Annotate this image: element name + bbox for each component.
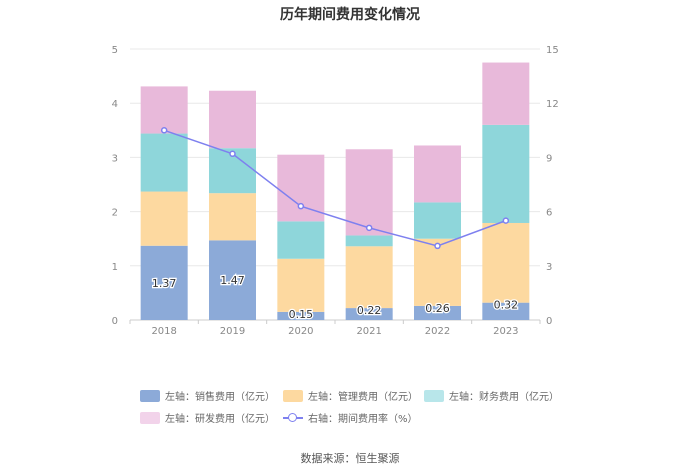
left-axis-tick-label: 4 [112,99,118,110]
bar-data-label: 1.47 [220,274,245,287]
bar-segment [345,235,393,247]
legend-label-sales: 左轴：销售费用（亿元） [165,392,275,403]
x-axis-tick-label: 2023 [493,326,518,337]
bar-segment [140,133,188,192]
left-axis-tick-label: 1 [112,262,118,273]
bar-segment [482,302,530,320]
x-axis-tick-label: 2022 [425,326,450,337]
bar-data-label: 0.15 [289,308,314,321]
legend-item-finance[interactable]: 左轴：财务费用（亿元） [424,388,559,403]
bar-segment [345,308,393,320]
left-axis-tick-label: 3 [112,153,118,164]
data-source-note: 数据来源：恒生聚源 [300,452,400,465]
expense-ratio-line [163,129,507,247]
x-axis-tick-label: 2018 [151,326,176,337]
bar-data-label: 0.26 [425,302,450,315]
legend-swatch-admin [283,389,303,402]
expense-ratio-point [160,127,168,134]
bar-segment [414,238,461,306]
legend-item-admin[interactable]: 左轴：管理费用（亿元） [283,388,418,403]
expense-ratio-point [502,217,510,224]
x-axis-tick-label: 2019 [220,326,245,337]
legend-label-rnd: 左轴：研发费用（亿元） [165,414,275,425]
legend-item-sales[interactable]: 左轴：销售费用（亿元） [140,388,275,403]
legend-label-finance: 左轴：财务费用（亿元） [449,392,559,403]
bar-segment [140,191,188,246]
right-axis-tick-label: 9 [546,153,552,164]
legend-swatch-rnd [140,411,160,424]
legend-line-icon [283,412,303,424]
right-axis-tick-label: 0 [546,316,552,327]
bar-segment [345,149,393,236]
legend-item-rnd[interactable]: 左轴：研发费用（亿元） [140,410,275,425]
x-axis-tick-label: 2021 [356,326,381,337]
right-axis-tick-label: 12 [546,99,559,110]
legend-swatch-finance [424,389,444,402]
bar-segment [414,202,461,239]
legend-swatch-sales [140,389,160,402]
bar-data-label: 0.32 [494,299,519,312]
bar-segment [414,145,461,203]
left-axis-tick-label: 0 [112,316,118,327]
bar-segment [414,305,461,320]
bar-segment [345,246,393,309]
left-axis-tick-label: 2 [112,208,118,219]
bar-data-label: 1.37 [152,277,177,290]
left-axis-tick-label: 5 [112,45,118,56]
bar-data-label: 0.22 [357,304,382,317]
bar-segment [482,124,530,223]
x-axis-tick-label: 2020 [288,326,313,337]
bar-segment [482,222,530,303]
bar-segment [277,311,325,320]
right-axis-tick-label: 3 [546,262,552,273]
legend-label-admin: 左轴：管理费用（亿元） [308,392,418,403]
bar-segment [277,154,325,222]
expense-ratio-point [229,150,236,158]
expense-ratio-point [297,202,305,210]
expense-ratio-point [365,224,373,232]
bar-segment [277,258,325,312]
legend-label-expense-ratio: 右轴：期间费用率（%） [308,414,418,425]
chart-title: 历年期间费用变化情况 [280,7,420,23]
right-axis-tick-label: 15 [546,45,559,56]
bar-segment [482,62,530,125]
bar-segment [140,245,188,320]
expense-ratio-point [434,242,441,250]
bar-segment [209,193,256,241]
legend-item-expense-ratio[interactable]: 右轴：期间费用率（%） [283,410,418,425]
bar-segment [209,240,256,320]
bar-segment [209,90,256,149]
right-axis-tick-label: 6 [546,208,552,219]
bar-segment [277,221,325,259]
bar-segment [140,86,188,134]
